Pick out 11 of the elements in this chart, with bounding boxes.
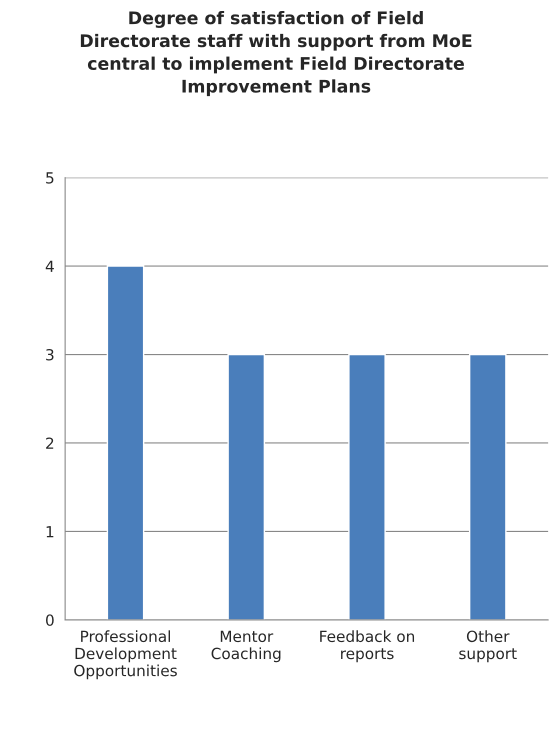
y-tick-label: 5 xyxy=(46,172,54,184)
y-tick-label: 2 xyxy=(46,437,54,449)
x-tick-label: Professional Development Opportunities xyxy=(74,630,177,680)
chart-title: Degree of satisfaction of Field Directorate staff with support from MoE central to implement Field Directorate Improvement Plans xyxy=(80,10,472,96)
y-tick-label: 1 xyxy=(46,526,54,538)
y-tick-label: 4 xyxy=(46,260,54,272)
y-tick-label: 0 xyxy=(46,614,54,626)
x-tick-label: Mentor Coaching xyxy=(212,630,280,662)
x-tick-label: Feedback on reports xyxy=(320,630,414,662)
y-tick-label: 3 xyxy=(46,349,54,361)
x-tick-label: Other support xyxy=(459,630,517,662)
